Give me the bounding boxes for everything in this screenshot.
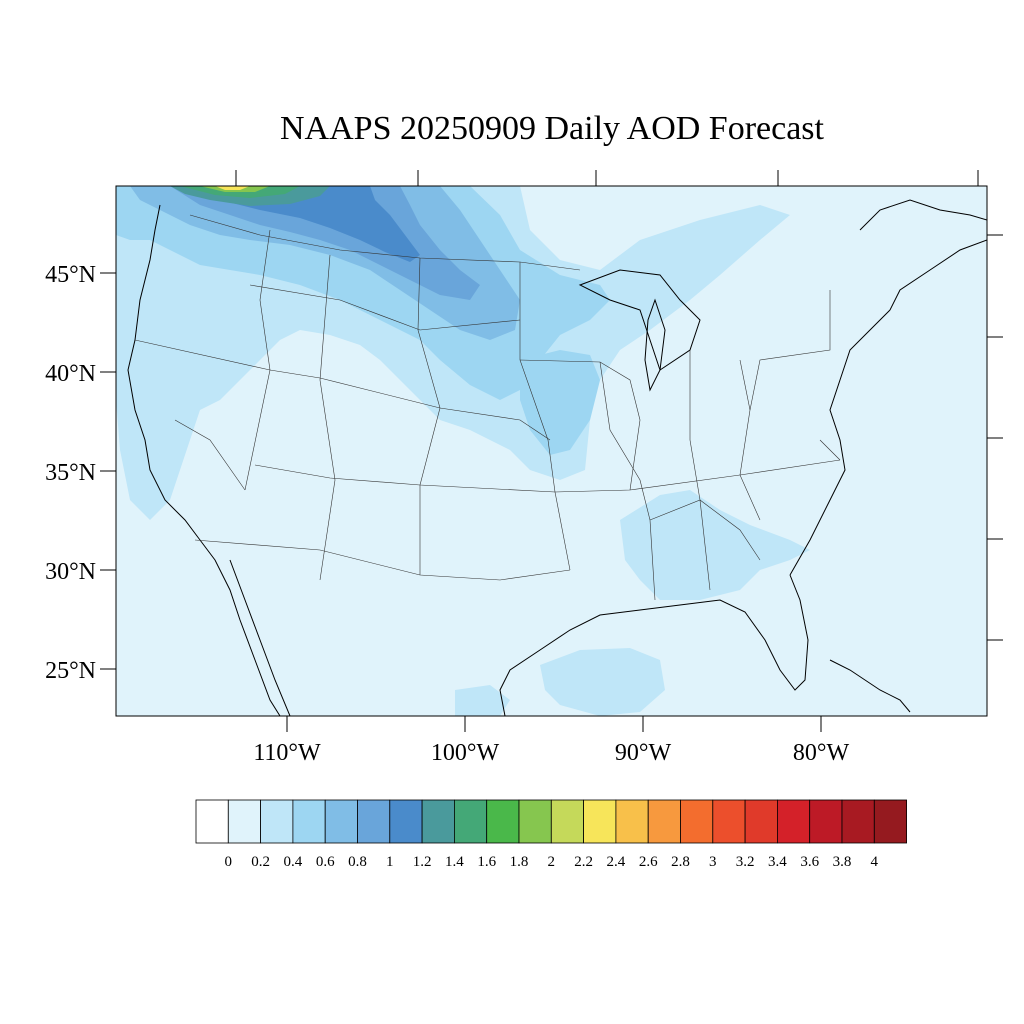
right-ticks	[987, 234, 1003, 641]
colorbar-swatch	[486, 799, 520, 844]
colorbar-swatch	[680, 799, 714, 844]
pacific-coastline	[127, 204, 281, 716]
colorbar-swatch	[389, 799, 423, 844]
canadian-maritimes	[859, 199, 987, 231]
lat-label-30: 30°N	[45, 559, 96, 585]
colorbar-tick-label: 1.4	[445, 854, 464, 870]
colorbar-swatch	[453, 799, 488, 844]
map-title: NAAPS 20250909 Daily AOD Forecast	[280, 110, 824, 147]
colorbar-swatch	[809, 799, 843, 844]
colorbar-swatch	[841, 799, 875, 844]
aod-region-plume-high	[130, 186, 520, 340]
aod-region-gulf-water	[540, 648, 665, 716]
lat-label-35: 35°N	[45, 460, 96, 486]
colorbar-swatch	[744, 799, 778, 844]
colorbar-swatch	[324, 799, 358, 844]
colorbar-swatch	[195, 799, 229, 844]
colorbar-tick-label: 3.4	[768, 854, 787, 870]
colorbar-swatch	[292, 799, 326, 844]
colorbar-tick-label: 2.2	[574, 854, 593, 870]
colorbar-tick-label: 3.2	[736, 854, 755, 870]
colorbar: 0 0.2 0.4 0.6 0.8 1 1.2 1.4 1.6 1.8 2 2.2 2.4 2.6 2.8 3…	[195, 799, 907, 870]
colorbar-tick-label: 0.2	[251, 854, 270, 870]
aod-region-plume-mid	[116, 186, 610, 400]
atlantic-coastline	[789, 239, 987, 576]
map-frame	[115, 185, 988, 717]
colorbar-swatch	[421, 799, 455, 844]
colorbar-tick-label: 0	[225, 854, 233, 870]
lon-label-100w: 100°W	[431, 740, 500, 766]
colorbar-swatch	[227, 799, 262, 844]
colorbar-tick-label: 3.6	[800, 854, 819, 870]
aod-region-gulf-water-2	[455, 685, 510, 716]
colorbar-tick-label: 4	[871, 854, 879, 870]
top-ticks	[235, 170, 979, 186]
state-borders	[134, 214, 841, 601]
left-ticks	[100, 272, 116, 670]
lon-label-110w: 110°W	[253, 740, 321, 766]
lat-label-45: 45°N	[45, 262, 96, 288]
colorbar-tick-label: 3	[709, 854, 717, 870]
aod-region-midwest	[520, 350, 600, 455]
colorbar-swatch	[615, 799, 649, 844]
aod-field	[116, 186, 810, 716]
colorbar-tick-label: 1.8	[510, 854, 529, 870]
colorbar-tick-label: 0.4	[284, 854, 303, 870]
us-canada-border	[189, 214, 581, 271]
colorbar-tick-label: 1	[386, 854, 394, 870]
colorbar-tick-label: 2.4	[607, 854, 626, 870]
lon-labels: 110°W 100°W 90°W 80°W	[253, 740, 849, 766]
aod-region-plume-core	[170, 186, 480, 300]
lake-michigan	[644, 298, 666, 392]
colorbar-tick-label: 0.8	[348, 854, 367, 870]
lat-label-25: 25°N	[45, 658, 96, 684]
colorbar-tick-label: 2	[548, 854, 556, 870]
lon-label-90w: 90°W	[615, 740, 672, 766]
colorbar-swatch	[518, 799, 552, 844]
colorbar-tick-label: 3.8	[833, 854, 852, 870]
colorbar-swatch	[260, 799, 294, 844]
colorbar-swatch	[357, 799, 391, 844]
colorbar-tick-label: 2.6	[639, 854, 658, 870]
colorbar-swatch	[647, 799, 681, 844]
colorbar-swatch	[583, 799, 617, 844]
colorbar-tick-label: 1.2	[413, 854, 432, 870]
colorbar-tick-label: 2.8	[671, 854, 690, 870]
colorbar-swatch	[712, 799, 746, 844]
colorbar-tick-label: 1.6	[477, 854, 496, 870]
gulf-coastline	[499, 574, 809, 716]
aod-region-gulf-coast	[620, 490, 810, 600]
lat-labels: 45°N 40°N 35°N 30°N 25°N	[45, 262, 96, 684]
colorbar-tick-label: 0.6	[316, 854, 335, 870]
coastlines	[127, 199, 987, 716]
colorbar-swatch	[550, 799, 584, 844]
baja-coastline	[229, 559, 291, 716]
lat-label-40: 40°N	[45, 361, 96, 387]
colorbar-swatch	[777, 799, 811, 844]
aod-region-bc-4	[215, 186, 250, 190]
lon-label-80w: 80°W	[793, 740, 850, 766]
bottom-ticks	[286, 716, 822, 732]
cuba-bahamas	[829, 659, 911, 713]
colorbar-swatch	[873, 799, 907, 844]
